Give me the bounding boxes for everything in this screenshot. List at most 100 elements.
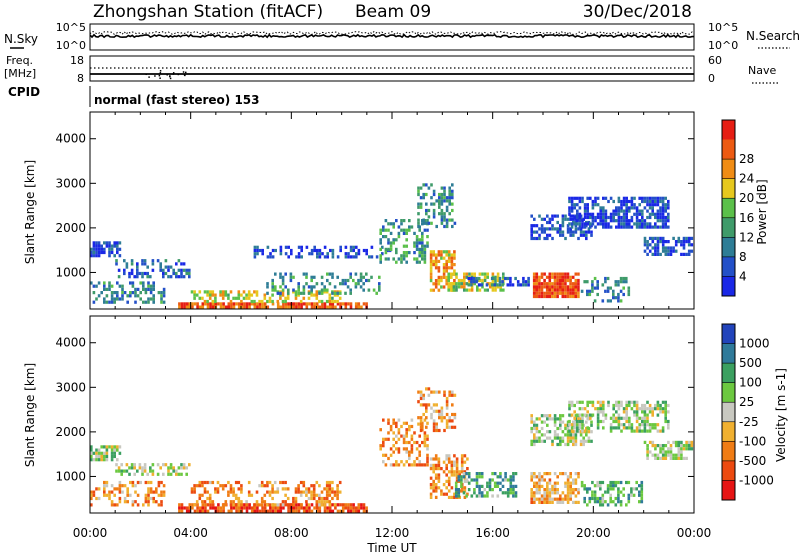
heatmap-cell [294, 490, 298, 494]
heatmap-cell [546, 494, 549, 498]
heatmap-cell [538, 500, 541, 504]
heatmap-cell [596, 286, 599, 290]
heatmap-cell [421, 235, 424, 239]
heatmap-cell [392, 431, 395, 435]
heatmap-cell [685, 440, 688, 444]
heatmap-cell [577, 491, 580, 495]
heatmap-cell [664, 209, 667, 213]
heatmap-cell [568, 206, 571, 210]
heatmap-cell [117, 268, 121, 272]
heatmap-cell [620, 215, 623, 220]
heatmap-cell [573, 423, 576, 427]
heatmap-cell [188, 268, 191, 272]
nsky-trace [89, 33, 694, 39]
heatmap-cell [397, 450, 401, 454]
heatmap-cell [680, 243, 683, 247]
heatmap-cell [387, 421, 390, 425]
heatmap-cell [379, 238, 382, 242]
heatmap-cell [419, 202, 423, 206]
heatmap-cell [448, 199, 451, 203]
heatmap-cell [100, 250, 103, 255]
heatmap-cell [354, 305, 358, 309]
heatmap-cell [553, 481, 557, 485]
heatmap-cell [543, 285, 546, 289]
heatmap-cell [287, 245, 290, 249]
heatmap-cell [535, 439, 539, 443]
heatmap-cell [211, 302, 215, 306]
heatmap-cell [574, 217, 578, 221]
heatmap-cell [426, 235, 429, 239]
heatmap-cell [447, 476, 451, 480]
heatmap-cell [172, 469, 175, 473]
colorbar-segment [722, 480, 735, 501]
heatmap-cell [95, 496, 98, 501]
heatmap-cell [116, 445, 119, 449]
heatmap-cell [434, 282, 438, 286]
heatmap-cell [476, 288, 479, 292]
heatmap-cell [445, 406, 449, 410]
heatmap-cell [151, 463, 155, 467]
heatmap-cell [483, 278, 487, 283]
heatmap-cell [609, 225, 613, 229]
heatmap-cell [619, 276, 623, 281]
heatmap-cell [415, 235, 419, 239]
heatmap-cell [512, 488, 515, 492]
heatmap-cell [630, 400, 634, 404]
heatmap-cell [103, 484, 106, 488]
heatmap-cell [586, 400, 589, 404]
heatmap-cell [643, 249, 647, 253]
heatmap-cell [286, 487, 290, 491]
heatmap-cell [635, 400, 639, 404]
heatmap-cell [530, 488, 533, 492]
heatmap-cell [156, 463, 160, 467]
heatmap-cell [546, 236, 549, 241]
heatmap-cell [157, 503, 161, 507]
nave-point [184, 74, 186, 77]
heatmap-cell [230, 506, 233, 510]
heatmap-cell [561, 214, 565, 218]
heatmap-cell [447, 266, 451, 270]
heatmap-cell [641, 429, 644, 433]
heatmap-cell [410, 450, 414, 454]
freq-traces [90, 67, 694, 80]
heatmap-cell [457, 478, 461, 482]
heatmap-cell [318, 252, 322, 256]
heatmap-cell [405, 244, 408, 248]
heatmap-cell [591, 219, 595, 223]
heatmap-cell [579, 433, 583, 437]
heatmap-cell [425, 221, 428, 225]
heatmap-cell [455, 473, 459, 477]
heatmap-cell [440, 256, 443, 260]
heatmap-cell [379, 447, 382, 451]
heatmap-cell [602, 419, 605, 424]
heatmap-cell [512, 472, 515, 476]
heatmap-cell [460, 457, 464, 461]
heatmap-cell [556, 433, 559, 437]
heatmap-cell [559, 230, 562, 234]
heatmap-cell [574, 430, 578, 434]
heatmap-cell [284, 493, 287, 497]
heatmap-cell [488, 478, 492, 482]
heatmap-cell [460, 460, 464, 464]
heatmap-cell [680, 440, 683, 444]
heatmap-cell [408, 225, 411, 229]
heatmap-cell [453, 473, 456, 477]
heatmap-cell [512, 494, 515, 498]
heatmap-cell [418, 238, 421, 242]
heatmap-cell [297, 245, 301, 249]
heatmap-cell [440, 416, 444, 420]
heatmap-cell [432, 425, 436, 429]
heatmap-cell [564, 285, 567, 289]
heatmap-cell [551, 214, 554, 218]
heatmap-cell [142, 503, 145, 507]
heatmap-cell [450, 275, 453, 279]
heatmap-cell [451, 419, 454, 423]
heatmap-cell [417, 189, 420, 193]
heatmap-cell [494, 285, 497, 289]
heatmap-cell [674, 440, 678, 444]
heatmap-cell [315, 480, 319, 485]
heatmap-cell [432, 208, 436, 213]
heatmap-cell [344, 506, 348, 510]
heatmap-cell [619, 490, 623, 494]
heatmap-cell [601, 496, 605, 501]
